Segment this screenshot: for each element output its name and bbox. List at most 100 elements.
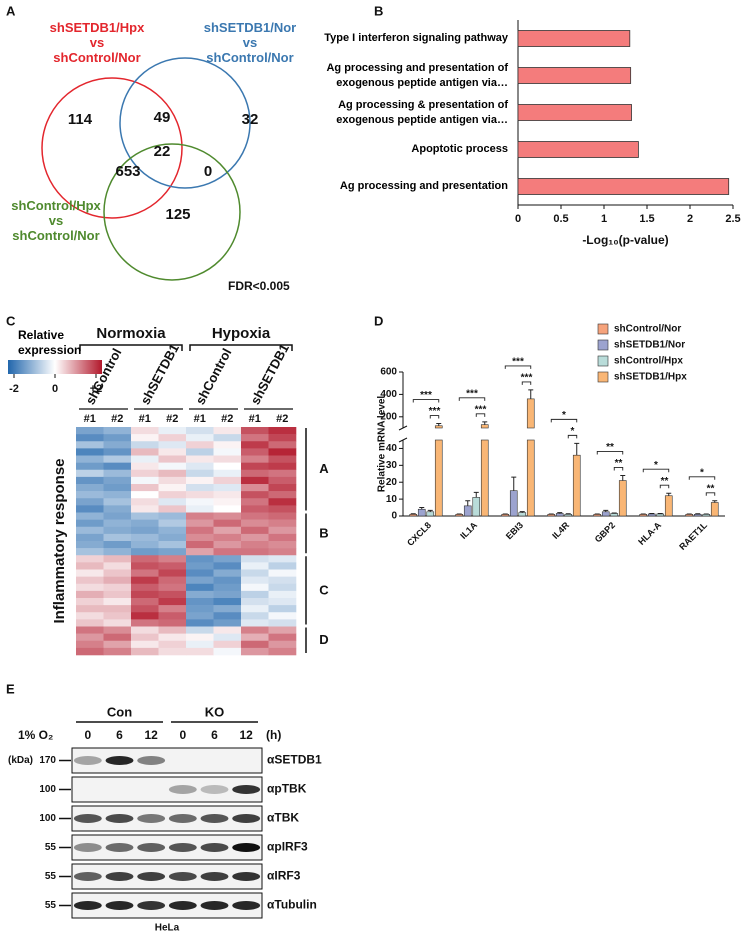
heatmap-cell: [213, 519, 242, 528]
heatmap-cell: [131, 548, 159, 556]
heatmap-cell: [268, 541, 297, 549]
antibody-label: αTubulin: [267, 898, 317, 912]
significance-bracket: [613, 467, 624, 471]
heatmap-cell: [103, 512, 132, 520]
heatmap-cell: [241, 619, 269, 627]
bar: [702, 514, 711, 517]
row-group-label: Inflammatory response: [51, 458, 68, 623]
condition-label: 1% O₂: [18, 728, 53, 742]
heatmap-cell: [268, 526, 297, 535]
heatmap-cell: [158, 562, 187, 570]
x-tick-label: 1.5: [639, 213, 654, 225]
heatmap-cell: [76, 512, 104, 520]
heatmap-cell: [241, 562, 269, 570]
heatmap-cell: [103, 484, 132, 492]
heatmap-cell: [268, 619, 297, 627]
bar: [685, 514, 694, 517]
significance-label: *: [562, 410, 566, 421]
colorbar-tick-label: 0: [52, 383, 58, 395]
heatmap-cell: [76, 605, 104, 613]
blot-membrane: [71, 747, 263, 774]
bar: [463, 505, 472, 517]
bar: [517, 30, 631, 47]
heatmap-cell: [186, 476, 214, 485]
blot-band: [200, 872, 229, 881]
heatmap-cell: [213, 427, 242, 435]
heatmap-cell: [158, 427, 187, 435]
time-label: 6: [211, 728, 218, 742]
y-tick-label: 0: [391, 511, 397, 522]
heatmap-cell: [131, 455, 159, 463]
heatmap-cell: [268, 576, 297, 585]
heatmap-cell: [76, 576, 104, 585]
heatmap-cell: [241, 526, 269, 535]
error-bar: [574, 442, 580, 456]
heatmap-cell: [76, 469, 104, 478]
blot-membrane: [71, 776, 263, 803]
heatmap-cell: [268, 605, 297, 613]
blot-band: [168, 785, 197, 794]
heatmap-cell: [103, 448, 132, 456]
blot-band: [137, 872, 166, 881]
y-tick-label: 30: [386, 460, 398, 471]
heatmap-cell: [186, 434, 214, 442]
heatmap-cell: [186, 647, 214, 656]
bar: [639, 514, 648, 517]
legend-label: shSETDB1/Nor: [614, 340, 685, 351]
heatmap-cell: [268, 519, 297, 528]
heatmap-cell: [186, 484, 214, 492]
mw-label: 170: [39, 755, 56, 766]
heatmap-cell: [158, 441, 187, 449]
significance-label: ***: [521, 373, 533, 384]
bar: [610, 513, 619, 517]
heatmap-cell: [213, 434, 242, 442]
blot-band: [169, 756, 197, 765]
heatmap-cell: [131, 526, 159, 535]
heatmap-cell: [213, 505, 242, 513]
heatmap-cell: [186, 612, 214, 620]
y-tick-label: 200: [380, 411, 397, 422]
heatmap-cell: [186, 498, 214, 506]
venn-set-label: shSETDB1/Hpx vs shControl/Nor: [49, 20, 145, 65]
heatmap-cell: [268, 533, 297, 542]
heatmap-cell: [268, 569, 297, 577]
heatmap-cell: [241, 484, 269, 492]
heatmap-cell: [186, 441, 214, 449]
heatmap-cell: [76, 562, 104, 570]
bar: [555, 513, 564, 517]
heatmap-cell: [268, 448, 297, 456]
heatmap-cell: [76, 484, 104, 492]
error-bar: [482, 421, 488, 425]
blot-band: [232, 756, 260, 765]
error-bar: [695, 513, 701, 515]
heatmap-cell: [131, 605, 159, 613]
heatmap-cell: [76, 533, 104, 542]
heatmap-cell: [76, 583, 104, 592]
bar: [480, 424, 489, 517]
heatmap-cell: [213, 526, 242, 535]
heatmap-cell: [131, 533, 159, 542]
heatmap-cell: [241, 505, 269, 513]
group-label: Hypoxia: [212, 325, 271, 342]
error-bar: [603, 509, 609, 512]
heatmap-cell: [76, 498, 104, 506]
heatmap-cell: [131, 569, 159, 577]
heatmap-cell: [268, 626, 297, 634]
x-tick-label: 2: [687, 213, 693, 225]
heatmap-cell: [131, 441, 159, 449]
heatmap-cell: [268, 427, 297, 435]
heatmap-cell: [241, 491, 269, 499]
error-bar: [557, 512, 563, 514]
heatmap-cell: [76, 598, 104, 606]
panel-letter: D: [374, 313, 383, 328]
heatmap-cell: [76, 519, 104, 528]
heatmap-cell: [76, 462, 104, 471]
heatmap-cell: [241, 541, 269, 549]
bar-upper-part: [480, 424, 489, 429]
bar: [501, 514, 510, 517]
group-bracket: [189, 344, 293, 351]
heatmap-cell: [241, 605, 269, 613]
panel-letter: C: [6, 313, 16, 328]
heatmap-cell: [131, 484, 159, 492]
error-bar: [620, 474, 626, 481]
